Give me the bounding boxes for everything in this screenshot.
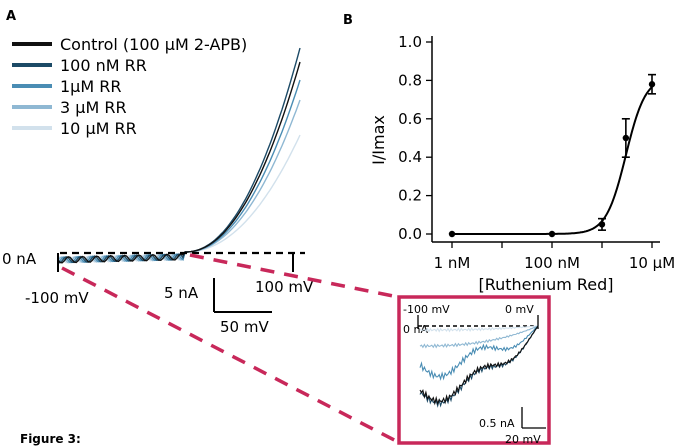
y-tick-label: 0.6	[398, 110, 422, 128]
data-point	[622, 134, 630, 142]
figure-caption: Figure 3:	[20, 432, 81, 446]
legend-label: 3 µM RR	[60, 98, 127, 117]
inset-trace	[419, 325, 539, 381]
v-end-label: 100 mV	[255, 278, 314, 296]
zoom-connector-top	[189, 253, 399, 299]
zero-current-label: 0 nA	[2, 250, 37, 268]
y-tick-label: 0.8	[398, 71, 422, 89]
inset-traces	[419, 325, 539, 408]
data-point	[598, 221, 606, 228]
x-tick-label: 10 µM	[629, 254, 675, 272]
v-start-label: -100 mV	[25, 289, 89, 307]
y-axis-label: I/Imax	[369, 115, 388, 165]
legend-label: 10 µM RR	[60, 119, 137, 138]
x-tick-label: 100 nM	[524, 254, 580, 272]
legend-label: 1µM RR	[60, 77, 121, 96]
zoom-connector-bottom	[61, 266, 399, 444]
data-points	[448, 73, 656, 238]
inset-trace	[419, 325, 539, 349]
data-point	[548, 230, 556, 238]
x-tick-label: 1 nM	[434, 254, 471, 272]
inset-trace	[419, 325, 539, 406]
zoom-inset: -100 mV 0 mV 0 nA 0.5 nA 20 mV	[397, 295, 551, 446]
inset-scale-current-label: 0.5 nA	[479, 417, 515, 430]
hill-fit-curve	[452, 86, 653, 235]
y-ticks: 0.0 0.2 0.4 0.6 0.8 1.0	[398, 33, 432, 243]
data-point	[448, 230, 456, 238]
panel-a-traces	[57, 47, 301, 264]
scale-current-label: 5 nA	[164, 284, 199, 302]
y-tick-label: 0.2	[398, 187, 422, 205]
panel-b-letter: B	[343, 13, 353, 28]
iv-trace	[57, 47, 301, 264]
iv-trace	[57, 61, 301, 264]
y-tick-label: 0.4	[398, 148, 422, 166]
x-ticks: 1 nM 100 nM 10 µM	[434, 242, 675, 272]
inset-v-start-label: -100 mV	[403, 303, 450, 316]
y-tick-label: 1.0	[398, 33, 422, 51]
inset-v-end-label: 0 mV	[505, 303, 534, 316]
x-axis-label: [Ruthenium Red]	[478, 275, 613, 294]
scale-voltage-label: 50 mV	[220, 318, 269, 336]
dose-response-plot: 0.0 0.2 0.4 0.6 0.8 1.0 1 nM 100 nM 10 µM I/Ima…	[369, 33, 675, 294]
inset-trace	[419, 325, 539, 333]
inset-frame	[397, 295, 551, 445]
legend-label: 100 nM RR	[60, 56, 147, 75]
inset-scale-voltage-label: 20 mV	[505, 433, 541, 446]
panel-a-letter: A	[6, 9, 16, 24]
iv-trace	[57, 134, 301, 264]
y-tick-label: 0.0	[398, 225, 422, 243]
inset-zero-label: 0 nA	[403, 323, 428, 336]
legend-label: Control (100 µM 2-APB)	[60, 35, 247, 54]
legend: Control (100 µM 2-APB) 100 nM RR 1µM RR 3 µ…	[12, 35, 247, 138]
data-point	[648, 81, 656, 88]
